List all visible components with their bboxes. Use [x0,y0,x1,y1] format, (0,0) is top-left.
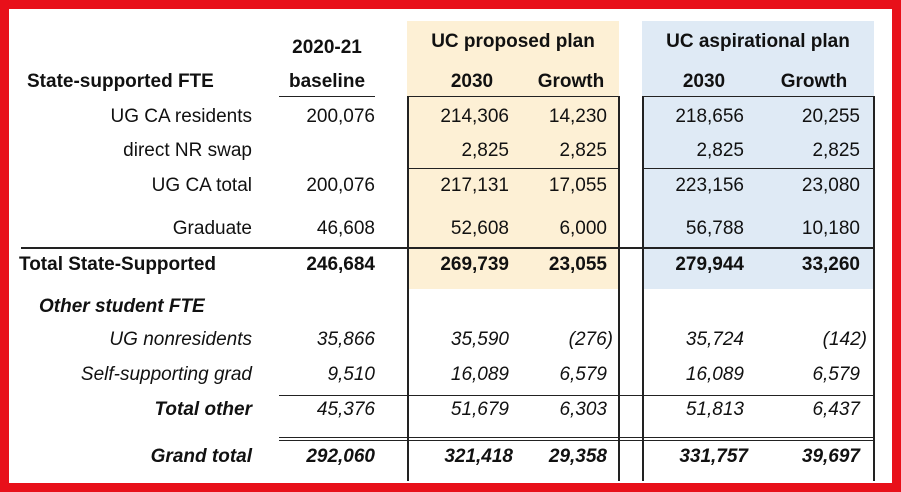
proposed-2030-value: 214,306 [440,106,509,127]
row-label: Self-supporting grad [80,364,252,385]
aspirational-growth-value: 39,697 [801,446,860,467]
aspirational-2030-value: 331,757 [679,446,748,467]
rule-under-header-proposed [407,96,619,97]
proposed-2030-value: 2,825 [461,140,509,161]
proposed-2030-value: 321,418 [444,446,513,467]
aspirational-2030-value: 223,156 [675,175,744,196]
row-label: UG CA total [151,175,252,196]
aspirational-2030-value: 218,656 [675,106,744,127]
aspirational-2030-value: 51,813 [685,399,744,420]
aspirational-growth-value: 2,825 [812,140,860,161]
proposed-growth-value: 17,055 [548,175,607,196]
aspirational-growth-value: 10,180 [801,218,860,239]
row-label: Grand total [150,446,252,467]
proposed-left-rule [407,96,409,481]
rule-under-header-aspirational [642,96,874,97]
row-label: Total State-Supported [19,254,217,275]
proposed-growth-value: 2,825 [559,140,607,161]
baseline-value: 9,510 [327,364,375,385]
proposed-plan-title: UC proposed plan [431,31,595,52]
aspirational-2030-header: 2030 [682,71,726,92]
table-frame: 2020-21 baseline State-supported FTE UC … [9,9,892,483]
aspirational-growth-value: 33,260 [801,254,860,275]
aspirational-2030-value: 16,089 [685,364,744,385]
proposed-growth-value: 29,358 [548,446,607,467]
aspirational-2030-value: 279,944 [675,254,744,275]
proposed-right-rule [618,96,620,481]
proposed-2030-value: 16,089 [450,364,509,385]
baseline-value: 200,076 [306,106,375,127]
proposed-growth-header: Growth [537,71,605,92]
baseline-value: 46,608 [316,218,375,239]
aspirational-left-rule [642,96,644,481]
rule-under-self-supporting [279,395,874,396]
baseline-label-header: baseline [288,71,366,92]
proposed-2030-value: 51,679 [450,399,509,420]
proposed-2030-value: 52,608 [450,218,509,239]
baseline-value: 246,684 [306,254,375,275]
baseline-value: 200,076 [306,175,375,196]
aspirational-growth-value: 6,437 [812,399,860,420]
proposed-2030-value: 35,590 [450,329,509,350]
baseline-value: 45,376 [316,399,375,420]
row-label: UG CA residents [110,106,253,127]
row-label: UG nonresidents [109,329,252,350]
aspirational-growth-value: 23,080 [801,175,860,196]
baseline-value: 35,866 [316,329,375,350]
rule-above-grand-total [279,440,874,441]
aspirational-plan-shading [642,21,874,289]
baseline-value: 292,060 [306,446,375,467]
aspirational-plan-title: UC aspirational plan [666,31,850,52]
aspirational-growth-value: 6,579 [812,364,860,385]
proposed-growth-value: (276) [568,329,613,350]
proposed-2030-value: 269,739 [440,254,509,275]
proposed-growth-value: 14,230 [548,106,607,127]
proposed-2030-value: 217,131 [440,175,509,196]
row-label: direct NR swap [123,140,252,161]
aspirational-right-rule [873,96,875,481]
proposed-growth-value: 23,055 [548,254,607,275]
proposed-2030-header: 2030 [450,71,494,92]
rule-under-swap-aspirational [642,168,874,169]
baseline-year-header: 2020-21 [292,37,362,58]
rule-under-swap [407,168,619,169]
aspirational-2030-value: 2,825 [696,140,744,161]
section-label: Other student FTE [39,296,205,317]
rule-under-graduate [21,247,874,249]
row-header: State-supported FTE [27,71,214,92]
proposed-growth-value: 6,303 [559,399,607,420]
aspirational-2030-value: 56,788 [685,218,744,239]
rule-under-header [279,96,375,97]
proposed-growth-value: 6,000 [559,218,607,239]
aspirational-growth-value: (142) [822,329,867,350]
row-label: Total other [154,399,252,420]
aspirational-growth-value: 20,255 [801,106,860,127]
row-label: Graduate [172,218,252,239]
aspirational-growth-header: Growth [780,71,848,92]
rule-under-total-other [279,437,874,438]
aspirational-2030-value: 35,724 [685,329,744,350]
proposed-plan-shading [407,21,619,289]
proposed-growth-value: 6,579 [559,364,607,385]
